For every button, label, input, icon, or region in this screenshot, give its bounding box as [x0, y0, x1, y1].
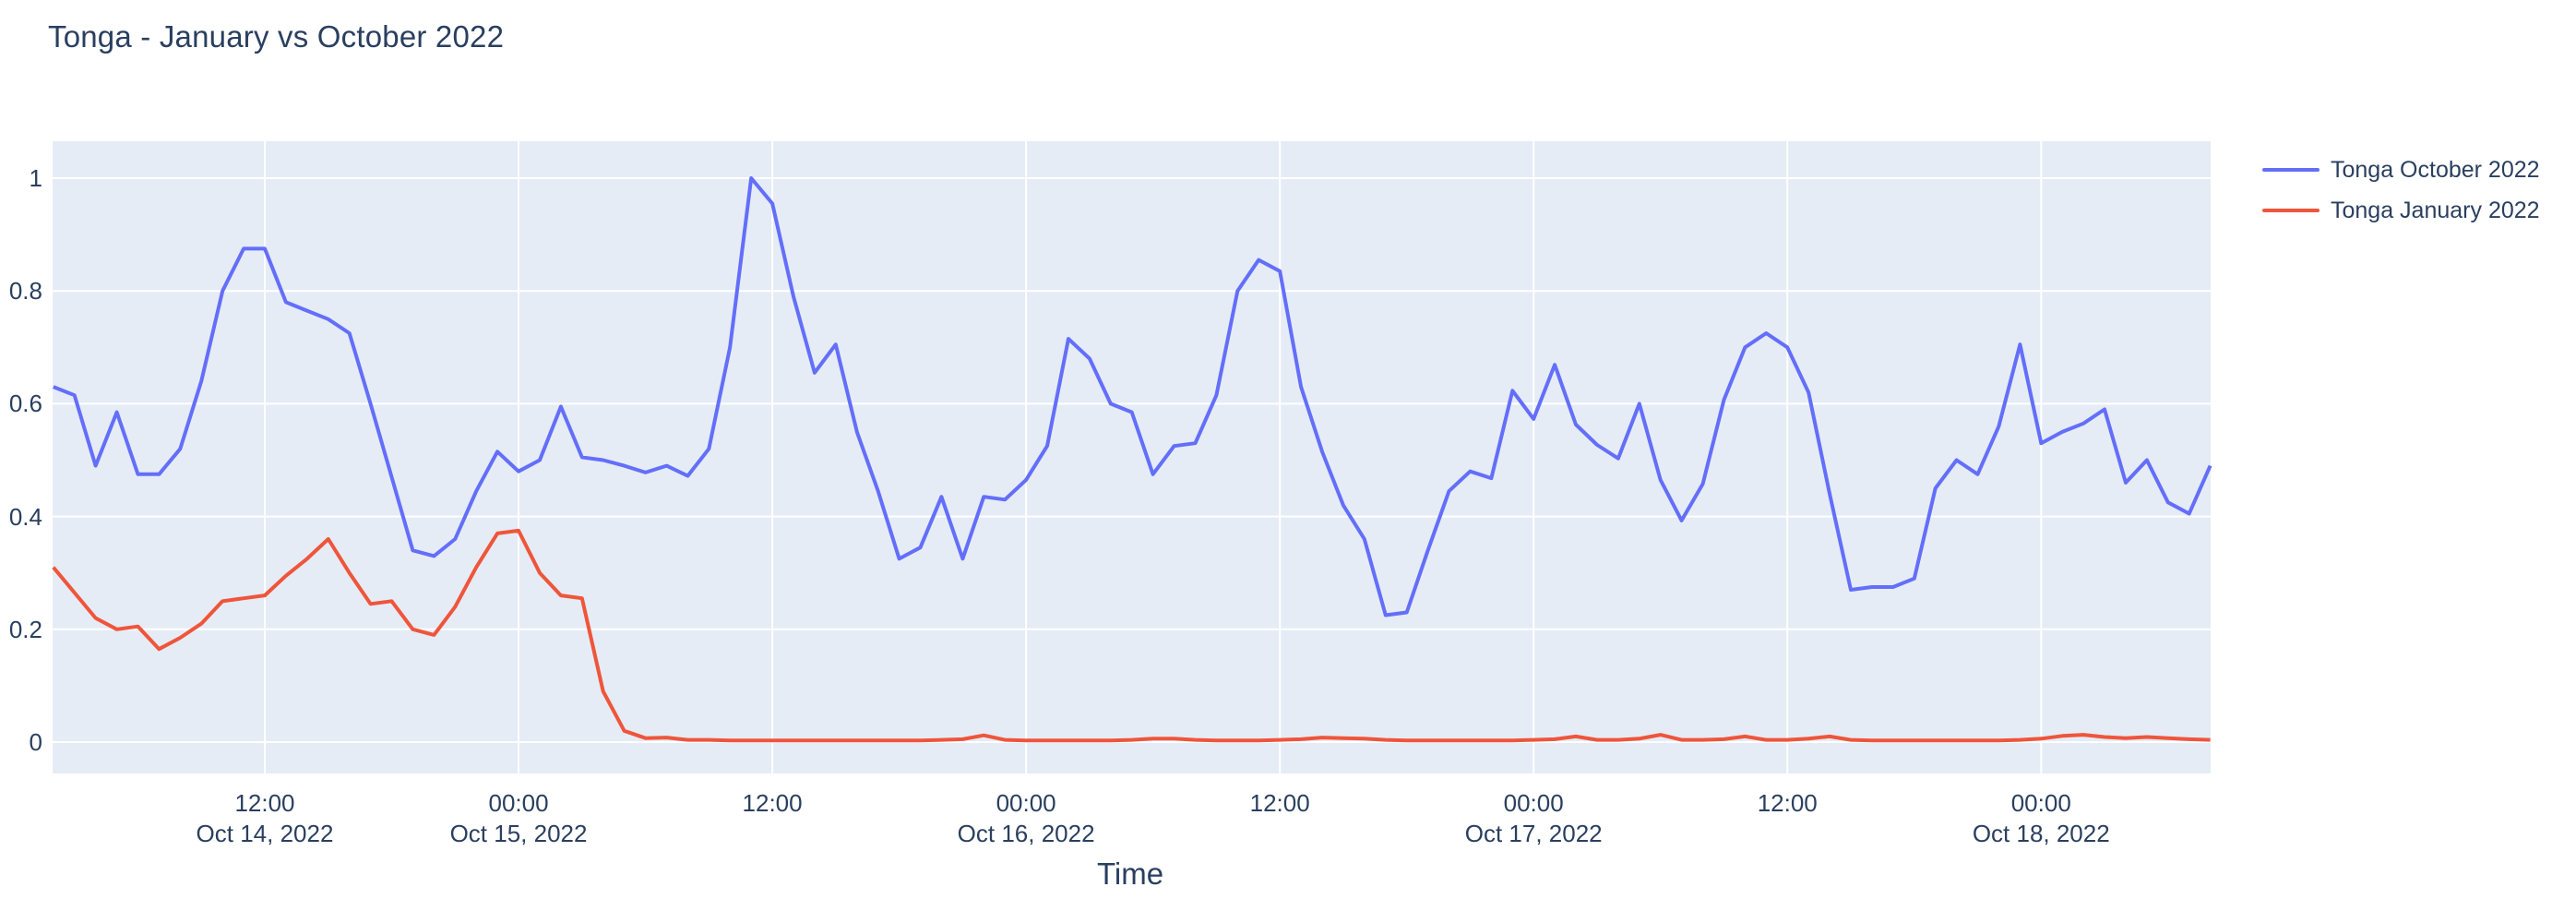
legend: Tonga October 2022 Tonga January 2022	[2262, 154, 2540, 235]
tick-time: 12:00	[1757, 789, 1818, 817]
y-tick-label-0.2: 0.2	[8, 615, 42, 643]
tick-time: 00:00	[1503, 789, 1564, 817]
tick-time: 00:00	[2010, 789, 2071, 817]
x-tick-label-0000-oct18: 00:00 Oct 18, 2022	[1939, 788, 2142, 849]
tick-time: 12:00	[742, 789, 803, 817]
y-tick-label-0.8: 0.8	[8, 277, 42, 306]
x-tick-label-1200: 12:00	[1178, 788, 1381, 819]
tick-date: Oct 17, 2022	[1464, 820, 1603, 847]
x-tick-label-0000-oct15: 00:00 Oct 15, 2022	[417, 788, 620, 849]
tick-date: Oct 18, 2022	[1972, 820, 2110, 847]
x-tick-label-0000-oct16: 00:00 Oct 16, 2022	[924, 788, 1127, 849]
tick-time: 00:00	[996, 789, 1056, 817]
legend-item-october[interactable]: Tonga October 2022	[2262, 154, 2540, 186]
tick-date: Oct 16, 2022	[957, 820, 1095, 847]
legend-item-january[interactable]: Tonga January 2022	[2262, 195, 2540, 226]
x-tick-label-1200: 12:00	[671, 788, 874, 819]
series-line-january[interactable]	[52, 528, 2211, 743]
y-tick-label-0.6: 0.6	[8, 390, 42, 418]
series-line-october[interactable]	[53, 176, 2212, 617]
y-tick-label-0: 0	[29, 728, 42, 756]
x-tick-label-1200-oct14: 12:00 Oct 14, 2022	[163, 788, 366, 849]
plot-area[interactable]	[53, 141, 2211, 773]
tick-time: 12:00	[1249, 789, 1310, 817]
tick-time: 00:00	[488, 789, 549, 817]
legend-label-january: Tonga January 2022	[2331, 197, 2540, 223]
x-tick-label-0000-oct17: 00:00 Oct 17, 2022	[1432, 788, 1635, 849]
legend-label-october: Tonga October 2022	[2331, 156, 2540, 183]
tick-time: 12:00	[234, 789, 295, 817]
y-tick-label-1: 1	[29, 164, 42, 192]
tick-date: Oct 15, 2022	[449, 820, 588, 847]
tick-date: Oct 14, 2022	[196, 820, 334, 847]
legend-line-swatch-october	[2262, 168, 2320, 172]
legend-line-swatch-january	[2262, 209, 2320, 212]
x-tick-label-1200: 12:00	[1686, 788, 1889, 819]
y-tick-label-0.4: 0.4	[8, 502, 42, 531]
x-axis-title: Time	[1096, 857, 1164, 891]
chart-title: Tonga - January vs October 2022	[48, 19, 505, 54]
